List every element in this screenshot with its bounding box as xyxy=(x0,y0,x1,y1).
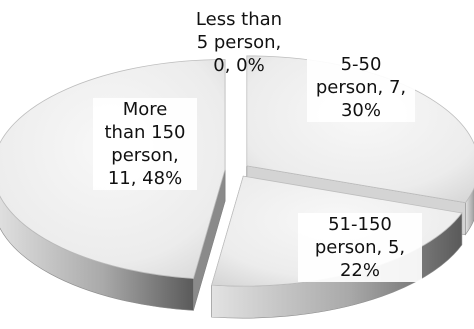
slice-label-5-50: 5-50 person, 7, 30% xyxy=(307,53,415,122)
slice-label-more-than-150: More than 150 person, 11, 48% xyxy=(93,98,197,190)
slice-5-50-person xyxy=(246,55,474,204)
slice-label-less-than-5: Less than 5 person, 0, 0% xyxy=(195,9,283,76)
slice-label-51-150: 51-150 person, 5, 22% xyxy=(298,213,422,282)
